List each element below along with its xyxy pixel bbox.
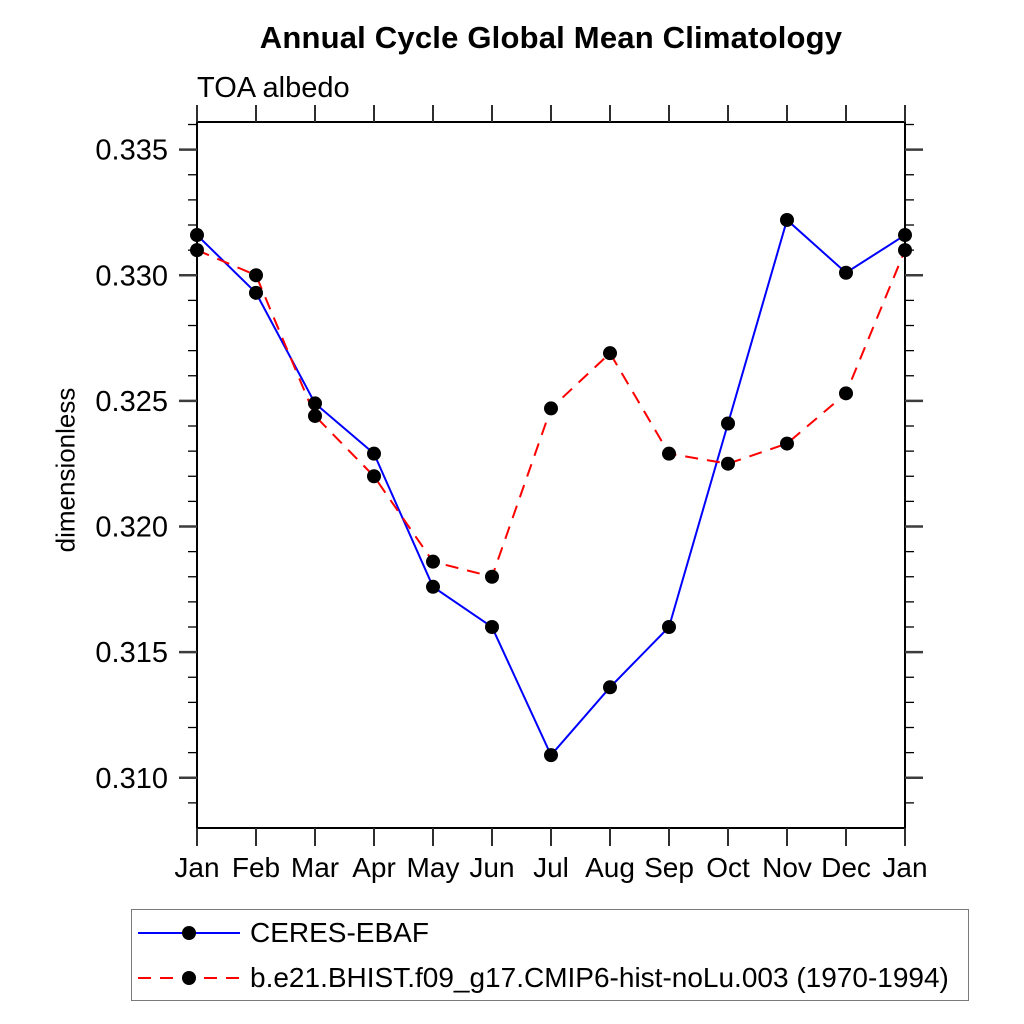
- data-point-marker: [780, 436, 794, 451]
- legend-marker-icon: [182, 925, 196, 940]
- x-tick-label: Mar: [291, 852, 339, 883]
- data-point-marker: [662, 446, 676, 461]
- data-point-marker: [839, 386, 853, 401]
- chart-subtitle: TOA albedo: [197, 72, 350, 104]
- data-point-marker: [308, 396, 322, 411]
- plot-frame: [196, 121, 906, 829]
- y-tick-label: 0.330: [95, 260, 168, 292]
- data-point-marker: [426, 554, 440, 569]
- data-point-marker: [839, 265, 853, 280]
- y-tick-label: 0.315: [95, 637, 168, 669]
- y-tick-label: 0.310: [95, 763, 168, 795]
- y-tick-label: 0.320: [95, 512, 168, 544]
- data-point-marker: [249, 285, 263, 300]
- x-tick-label: Jun: [469, 852, 514, 883]
- data-point-marker: [426, 579, 440, 594]
- legend-label: CERES-EBAF: [250, 916, 429, 948]
- x-tick-label: Jul: [533, 852, 569, 883]
- data-point-marker: [190, 243, 204, 258]
- data-point-marker: [544, 748, 558, 763]
- x-tick-label: Dec: [821, 852, 871, 883]
- x-tick-label: Oct: [706, 852, 750, 883]
- y-tick-label: 0.335: [95, 135, 168, 167]
- data-point-marker: [249, 268, 263, 283]
- legend-line-sample-solid: [138, 925, 240, 940]
- data-point-marker: [603, 680, 617, 695]
- x-tick-label: May: [407, 852, 460, 883]
- data-point-marker: [190, 228, 204, 243]
- data-point-marker: [308, 408, 322, 423]
- x-tick-label: Aug: [585, 852, 635, 883]
- data-point-marker: [662, 620, 676, 635]
- data-point-marker: [485, 620, 499, 635]
- data-point-marker: [544, 401, 558, 416]
- x-tick-label: Jan: [882, 852, 927, 883]
- data-point-marker: [898, 243, 912, 258]
- data-point-marker: [485, 569, 499, 584]
- x-tick-label: Sep: [644, 852, 694, 883]
- series-line-solid: [196, 218, 906, 757]
- x-tick-label: Apr: [352, 852, 396, 883]
- data-point-marker: [780, 212, 794, 227]
- data-point-marker: [721, 456, 735, 471]
- chart-title: Annual Cycle Global Mean Climatology: [259, 20, 843, 55]
- legend-label: b.e21.BHIST.f09_g17.CMIP6-hist-noLu.003 …: [250, 961, 949, 993]
- data-point-marker: [898, 228, 912, 243]
- x-tick-label: Feb: [232, 852, 280, 883]
- data-point-marker: [721, 416, 735, 431]
- legend-item: CERES-EBAF: [132, 913, 968, 953]
- legend-marker-icon: [182, 970, 196, 985]
- data-point-marker: [603, 346, 617, 361]
- legend-box: CERES-EBAF b.e21.BHIST.f09_g17.CMIP6-his…: [131, 909, 969, 1001]
- legend-line-sample-dashed: [138, 970, 240, 985]
- data-point-marker: [367, 469, 381, 484]
- x-tick-label: Nov: [762, 852, 812, 883]
- x-tick-label: Jan: [174, 852, 219, 883]
- data-point-marker: [367, 446, 381, 461]
- legend-item: b.e21.BHIST.f09_g17.CMIP6-hist-noLu.003 …: [132, 958, 968, 998]
- y-tick-label: 0.325: [95, 386, 168, 418]
